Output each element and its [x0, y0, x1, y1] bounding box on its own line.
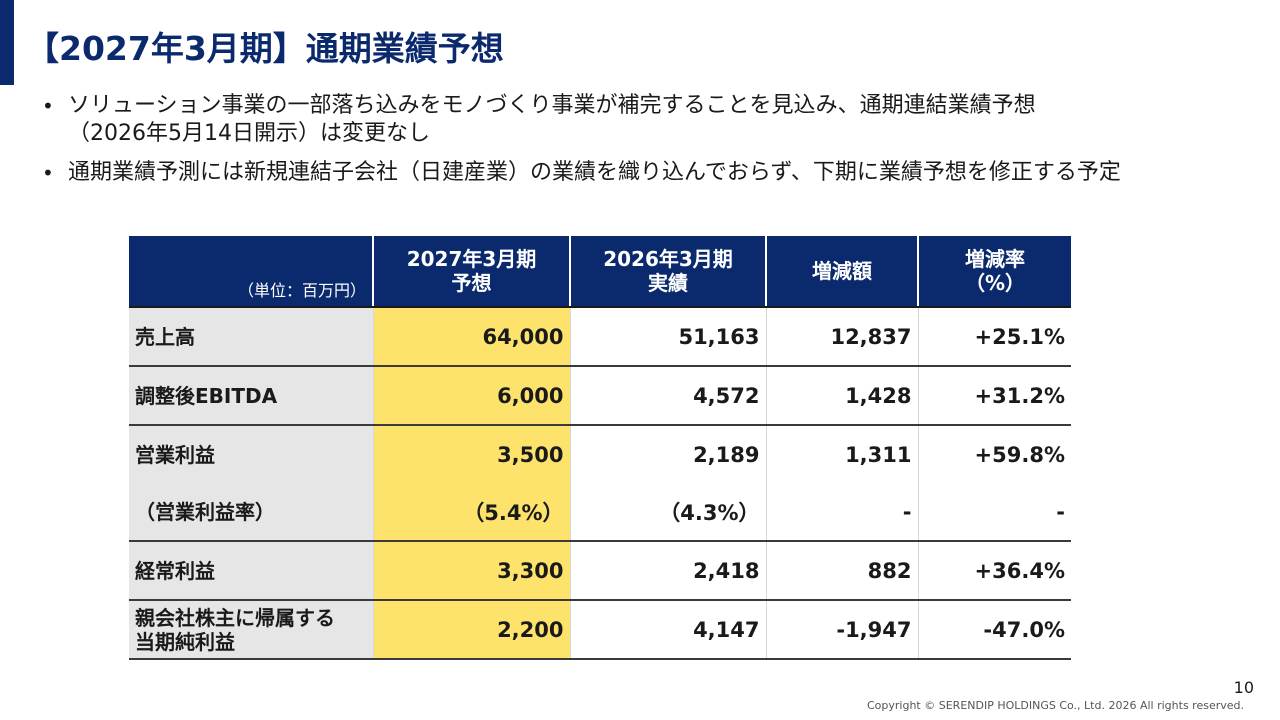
forecast-cell: （5.4%）: [372, 483, 570, 542]
table-row: （営業利益率） （5.4%） （4.3%） - -: [129, 483, 1071, 542]
row-label-line: 経常利益: [135, 558, 215, 583]
change-rate-cell: -: [917, 483, 1071, 542]
header-line: （%）: [964, 271, 1026, 295]
row-label: 経常利益: [129, 541, 373, 601]
change-amount-cell: -: [765, 483, 918, 542]
header-change-amount: 増減額: [765, 236, 918, 308]
forecast-cell: 64,000: [372, 307, 570, 367]
bullet-item: • ソリューション事業の一部落ち込みをモノづくり事業が補完することを見込み、通期…: [42, 92, 1242, 148]
actual-cell: 2,189: [569, 425, 766, 483]
bullet-line: ソリューション事業の一部落ち込みをモノづくり事業が補完することを見込み、通期連結…: [68, 93, 1036, 118]
table-row: 売上高 64,000 51,163 12,837 +25.1%: [129, 307, 1071, 367]
row-label: 営業利益: [129, 425, 373, 483]
forecast-cell: 6,000: [372, 366, 570, 426]
bullet-item: • 通期業績予測には新規連結子会社（日建産業）の業績を織り込んでおらず、下期に業…: [42, 159, 1242, 187]
table-row: 調整後EBITDA 6,000 4,572 1,428 +31.2%: [129, 366, 1071, 426]
row-label: （営業利益率）: [129, 483, 373, 542]
row-label-line: 調整後EBITDA: [135, 383, 278, 408]
actual-cell: 4,147: [569, 600, 766, 660]
row-label-line: 営業利益: [135, 442, 215, 467]
change-amount-cell: 1,311: [765, 425, 918, 483]
bullet-line: 通期業績予測には新規連結子会社（日建産業）の業績を織り込んでおらず、下期に業績予…: [68, 160, 1121, 185]
actual-cell: 2,418: [569, 541, 766, 601]
actual-cell: 4,572: [569, 366, 766, 426]
header-line: 増減率: [965, 247, 1025, 271]
copyright-notice: Copyright © SERENDIP HOLDINGS Co., Ltd. …: [867, 699, 1244, 712]
header-line: 予想: [451, 271, 492, 295]
change-rate-cell: +59.8%: [917, 425, 1071, 483]
bullet-list: • ソリューション事業の一部落ち込みをモノづくり事業が補完することを見込み、通期…: [42, 92, 1242, 198]
row-label-line: 当期純利益: [135, 629, 235, 654]
table-row: 営業利益 3,500 2,189 1,311 +59.8%: [129, 425, 1071, 483]
forecast-table: （単位：百万円） 2027年3月期 予想 2026年3月期 実績 増減額 増減率…: [129, 236, 1071, 660]
change-amount-cell: 882: [765, 541, 918, 601]
unit-label: （単位：百万円）: [129, 236, 373, 308]
bullet-line: （2026年5月14日開示）は変更なし: [68, 121, 430, 146]
table-header-row: （単位：百万円） 2027年3月期 予想 2026年3月期 実績 増減額 増減率…: [129, 236, 1071, 308]
header-line: 実績: [648, 271, 688, 295]
row-label-line: 売上高: [135, 324, 195, 349]
actual-cell: （4.3%）: [569, 483, 766, 542]
forecast-cell: 2,200: [372, 600, 570, 660]
forecast-cell: 3,300: [372, 541, 570, 601]
change-rate-cell: -47.0%: [917, 600, 1071, 660]
table-row: 経常利益 3,300 2,418 882 +36.4%: [129, 541, 1071, 601]
change-rate-cell: +25.1%: [917, 307, 1071, 367]
row-label: 調整後EBITDA: [129, 366, 373, 426]
header-fy2027-forecast: 2027年3月期 予想: [372, 236, 570, 308]
change-amount-cell: 1,428: [765, 366, 918, 426]
page-number: 10: [1233, 678, 1254, 697]
header-fy2026-actual: 2026年3月期 実績: [569, 236, 766, 308]
title-accent-bar: [0, 0, 14, 85]
row-label-line: 親会社株主に帰属する: [135, 605, 335, 630]
bullet-dot-icon: •: [42, 161, 54, 185]
header-line: 2026年3月期: [603, 247, 733, 271]
header-change-rate: 増減率 （%）: [917, 236, 1071, 308]
table-row: 親会社株主に帰属する 当期純利益 2,200 4,147 -1,947 -47.…: [129, 600, 1071, 660]
change-rate-cell: +36.4%: [917, 541, 1071, 601]
row-label-line: （営業利益率）: [135, 499, 275, 524]
actual-cell: 51,163: [569, 307, 766, 367]
page-title: 【2027年3月期】通期業績予想: [26, 29, 504, 68]
change-rate-cell: +31.2%: [917, 366, 1071, 426]
bullet-dot-icon: •: [42, 94, 54, 118]
header-line: 増減額: [812, 259, 872, 283]
change-amount-cell: 12,837: [765, 307, 918, 367]
forecast-cell: 3,500: [372, 425, 570, 483]
change-amount-cell: -1,947: [765, 600, 918, 660]
header-line: 2027年3月期: [406, 247, 537, 271]
row-label: 親会社株主に帰属する 当期純利益: [129, 600, 373, 660]
row-label: 売上高: [129, 307, 373, 367]
